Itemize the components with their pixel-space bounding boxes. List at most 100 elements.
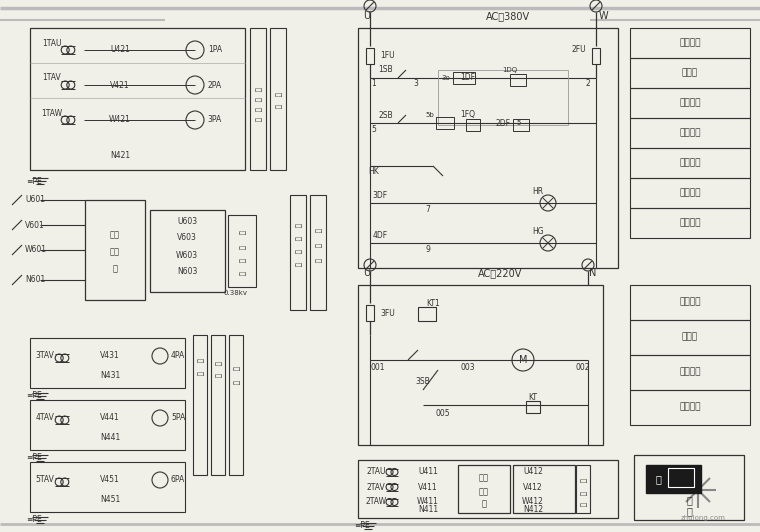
Bar [358,285,603,445]
Text: zhulong.com: zhulong.com [680,515,726,521]
Text: N411: N411 [418,505,438,514]
Bar [418,307,436,321]
Text: 5PA: 5PA [171,413,185,422]
Bar [358,460,618,518]
Text: 7: 7 [426,204,430,213]
Text: 量: 量 [580,491,586,495]
Bar [630,208,750,238]
Text: 003: 003 [461,363,475,372]
Text: 计: 计 [686,495,692,505]
Text: U421: U421 [110,46,130,54]
Text: 1TAW: 1TAW [42,109,62,118]
Text: HK: HK [369,168,379,177]
Text: V431: V431 [100,352,120,361]
Text: 盒: 盒 [112,264,118,273]
Text: M: M [519,355,527,365]
Text: N431: N431 [100,370,120,379]
Text: 3DF: 3DF [372,190,388,200]
Text: 流: 流 [255,97,261,101]
Text: 0.38kv: 0.38kv [223,290,247,296]
Text: 燕断器: 燕断器 [682,332,698,342]
Text: 负控分闸: 负控分闸 [679,159,701,168]
Bar [630,285,750,320]
Text: 电: 电 [295,223,301,227]
Text: 4PA: 4PA [171,352,185,361]
Text: 2DF: 2DF [496,119,511,128]
Text: 电: 电 [214,361,221,365]
Text: 盒: 盒 [482,500,486,509]
Text: AC＾380V: AC＾380V [486,11,530,21]
Text: 电: 电 [315,243,321,247]
Text: 5: 5 [372,124,376,134]
Bar [290,195,306,310]
Bar [592,48,600,64]
Text: 9: 9 [426,245,430,254]
Text: 温控回路: 温控回路 [679,403,701,411]
Text: 005: 005 [435,409,451,418]
Bar [30,400,185,450]
Text: 电: 电 [655,474,661,484]
Text: 3SB: 3SB [416,378,430,387]
Bar [150,210,225,292]
Bar [576,465,590,513]
Text: 接线: 接线 [479,487,489,496]
Bar [366,305,374,321]
Text: 1: 1 [372,79,376,88]
Text: 控制电源: 控制电源 [679,38,701,47]
Bar [630,355,750,390]
Text: KT: KT [528,393,537,402]
Bar [630,88,750,118]
Text: U603: U603 [177,218,197,227]
Text: 单: 单 [197,358,204,362]
Text: 6PA: 6PA [171,476,185,485]
Bar [630,178,750,208]
Text: AC＾220V: AC＾220V [478,268,522,278]
Bar [458,465,510,513]
Text: 1TAV: 1TAV [43,73,62,82]
Text: 盘: 盘 [274,104,281,108]
Text: 002: 002 [576,363,591,372]
Text: 相: 相 [197,371,204,375]
Text: V412: V412 [523,483,543,492]
Bar [513,465,575,513]
Text: 1FQ: 1FQ [461,111,476,120]
Text: 联合: 联合 [479,473,489,483]
Bar [193,335,207,475]
Text: V411: V411 [418,483,438,492]
Text: 计: 计 [239,230,245,234]
Text: 3TAV: 3TAV [36,352,55,361]
Text: 1DF: 1DF [461,73,476,82]
Text: 2PA: 2PA [208,80,222,89]
Text: 测: 测 [295,262,301,266]
Text: 联合: 联合 [110,230,120,239]
Bar [513,119,529,131]
Text: 监: 监 [295,249,301,253]
Bar [358,28,618,268]
Text: ≡PE: ≡PE [26,177,42,186]
Bar [630,148,750,178]
Text: 卡: 卡 [239,258,245,262]
Text: 2FU: 2FU [572,46,586,54]
Text: 2TAW: 2TAW [366,497,387,506]
Text: V421: V421 [110,80,130,89]
Bar [646,465,701,493]
Bar [228,215,256,287]
Text: ≡PE: ≡PE [26,453,42,462]
Text: 2: 2 [586,79,591,88]
Bar [510,74,526,86]
Text: W603: W603 [176,251,198,260]
Text: ≡PE: ≡PE [354,521,370,530]
Text: 指: 指 [233,366,239,370]
Text: U: U [363,268,370,278]
Text: V603: V603 [177,234,197,243]
Text: 分闸回路: 分闸回路 [679,129,701,137]
Text: N: N [589,268,597,278]
Text: N441: N441 [100,433,120,442]
Bar [668,468,694,487]
Text: 2TAV: 2TAV [366,483,385,492]
Text: HG: HG [532,227,544,236]
Text: ≡PE: ≡PE [26,516,42,525]
Text: 5TAV: 5TAV [36,476,55,485]
Text: 5b: 5b [426,112,435,118]
Text: W: W [598,11,608,21]
